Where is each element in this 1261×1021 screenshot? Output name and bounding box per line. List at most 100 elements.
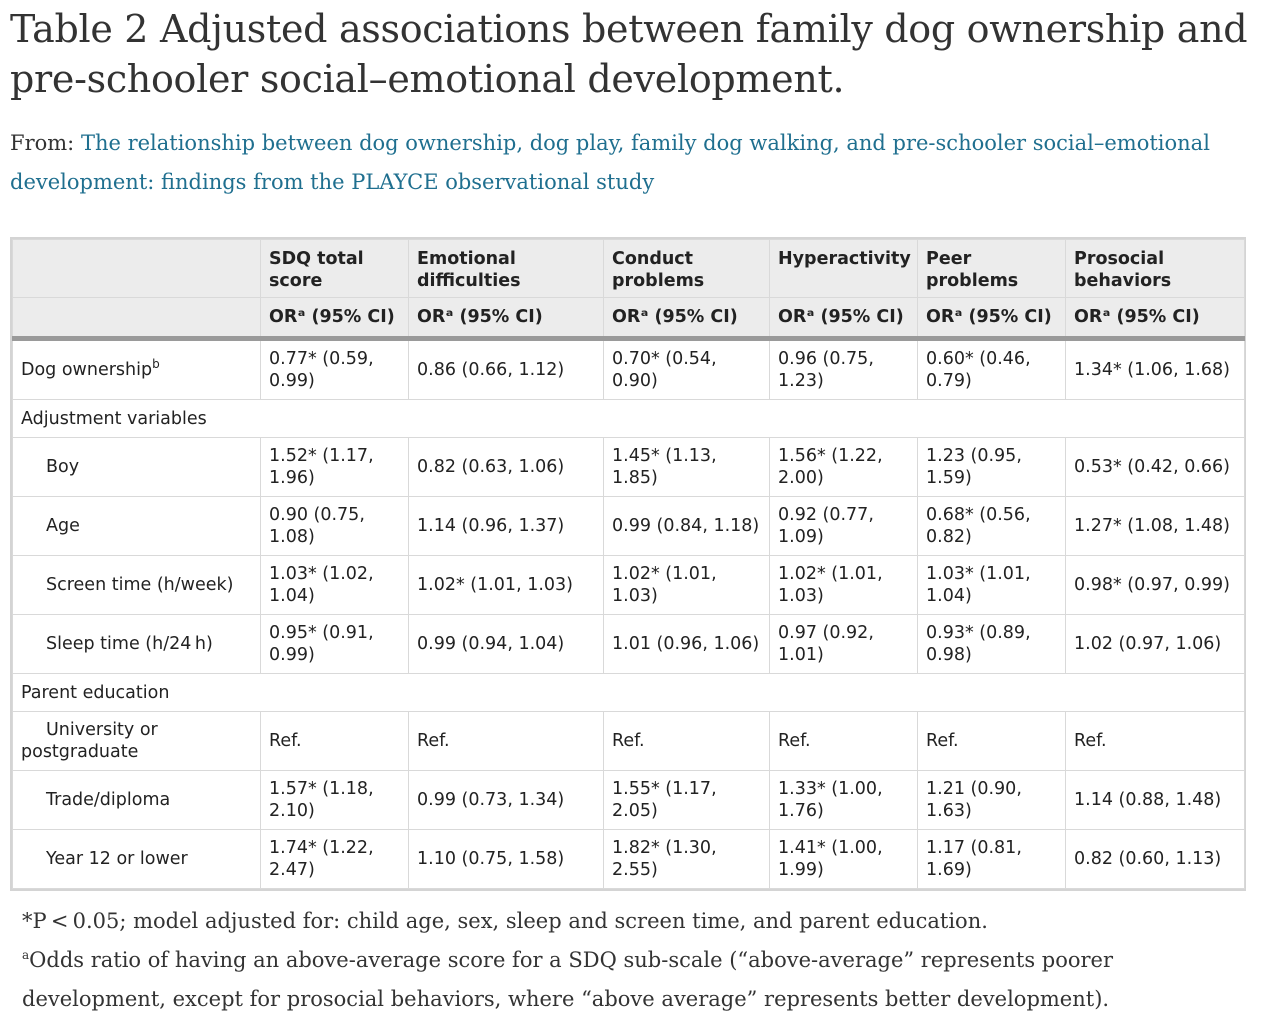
table-cell: 0.60* (0.46, 0.79) [917,338,1066,400]
table-cell: 1.57* (1.18, 2.10) [260,770,409,830]
source-reference: From: The relationship between dog owner… [10,124,1245,202]
table-cell: 0.99 (0.94, 1.04) [408,614,604,674]
table-row: Sleep time (h/24 h) 0.95* (0.91, 0.99) 0.9… [12,614,1245,674]
table-cell: 1.74* (1.22, 2.47) [260,829,409,889]
subheader-or: ORᵃ (95% CI) [603,297,770,341]
table-cell: 0.93* (0.89, 0.98) [917,614,1066,674]
subheader-or: ORᵃ (95% CI) [769,297,918,341]
row-label: Year 12 or lower [12,829,261,889]
table-cell: Ref. [1065,711,1245,771]
table-cell: 1.56* (1.22, 2.00) [769,437,918,497]
footnote-odds-ratio: aOdds ratio of having an above-average s… [22,941,1242,1019]
footnote-significance: *P < 0.05; model adjusted for: child age… [22,909,988,933]
table-cell: 0.98* (0.97, 0.99) [1065,555,1245,615]
table-row: Trade/diploma 1.57* (1.18, 2.10) 0.99 (0.7… [12,770,1245,830]
table-cell: 1.27* (1.08, 1.48) [1065,496,1245,556]
table-cell: 1.02 (0.97, 1.06) [1065,614,1245,674]
table-cell: Ref. [917,711,1066,771]
table-cell: 1.33* (1.00, 1.76) [769,770,918,830]
header-peer: Peer problems [917,239,1066,298]
row-label: Dog ownershipb [12,338,261,400]
table-cell: 0.96 (0.75, 1.23) [769,338,918,400]
table-cell: 1.03* (1.01, 1.04) [917,555,1066,615]
table-cell: 1.02* (1.01, 1.03) [408,555,604,615]
table-cell: Ref. [408,711,604,771]
table-cell: 1.10 (0.75, 1.58) [408,829,604,889]
table-cell: 1.01 (0.96, 1.06) [603,614,770,674]
header-prosocial: Prosocial behaviors [1065,239,1245,298]
table-cell: 1.55* (1.17, 2.05) [603,770,770,830]
subheader-or: ORᵃ (95% CI) [917,297,1066,341]
table-cell: 0.82 (0.63, 1.06) [408,437,604,497]
row-label-text: Dog ownership [21,360,153,380]
header-conduct: Conduct problems [603,239,770,298]
table-cell: 1.14 (0.88, 1.48) [1065,770,1245,830]
table-cell: 0.70* (0.54, 0.90) [603,338,770,400]
table-cell: 0.95* (0.91, 0.99) [260,614,409,674]
row-label-text: Screen time (h/week) [46,575,234,595]
subheader-empty [12,297,261,341]
table-cell: 1.21 (0.90, 1.63) [917,770,1066,830]
table-cell: 1.52* (1.17, 1.96) [260,437,409,497]
table-cell: 0.99 (0.84, 1.18) [603,496,770,556]
table-footnotes: *P < 0.05; model adjusted for: child age… [22,902,1242,1019]
table-cell: 1.45* (1.13, 1.85) [603,437,770,497]
subheader-or: ORᵃ (95% CI) [260,297,409,341]
results-table-container: SDQ total score Emotional difficulties C… [10,237,1246,891]
results-table: SDQ total score Emotional difficulties C… [12,239,1245,889]
table-cell: 0.97 (0.92, 1.01) [769,614,918,674]
row-label: Sleep time (h/24 h) [12,614,261,674]
table-row: University or postgraduate Ref. Ref. Ref. Re… [12,711,1245,771]
table-cell: 1.02* (1.01, 1.03) [769,555,918,615]
row-label-text: University or postgraduate [21,720,158,762]
table-cell: 0.99 (0.73, 1.34) [408,770,604,830]
table-cell: 1.34* (1.06, 1.68) [1065,338,1245,400]
footnote-marker: a [22,948,30,962]
row-label: University or postgraduate [12,711,261,771]
table-cell: Ref. [260,711,409,771]
section-row: Parent education [12,673,1245,712]
table-title: Table 2 Adjusted associations between fa… [10,7,1248,101]
from-label: From: [10,131,75,155]
table-cell: 0.77* (0.59, 0.99) [260,338,409,400]
row-label-text: Trade/diploma [46,790,171,810]
header-emotional: Emotional difficulties [408,239,604,298]
header-hyperactivity: Hyperactivity [769,239,918,298]
table-row: Boy 1.52* (1.17, 1.96) 0.82 (0.63, 1.06) 1.… [12,437,1245,497]
row-label-text: Age [46,516,80,536]
row-label-text: Year 12 or lower [46,849,188,869]
table-cell: 0.68* (0.56, 0.82) [917,496,1066,556]
table-cell: 1.82* (1.30, 2.55) [603,829,770,889]
row-label: Trade/diploma [12,770,261,830]
table-cell: 0.86 (0.66, 1.12) [408,338,604,400]
subheader-or: ORᵃ (95% CI) [408,297,604,341]
table-cell: Ref. [769,711,918,771]
header-row: SDQ total score Emotional difficulties C… [12,239,1245,298]
table-body: Dog ownershipb 0.77* (0.59, 0.99) 0.86 (0.… [12,338,1245,889]
table-cell: 1.02* (1.01, 1.03) [603,555,770,615]
table-cell: Ref. [603,711,770,771]
table-row: Dog ownershipb 0.77* (0.59, 0.99) 0.86 (0.… [12,338,1245,400]
row-label-text: Sleep time (h/24 h) [46,634,213,654]
table-row: Age 0.90 (0.75, 1.08) 1.14 (0.96, 1.37) 0.9… [12,496,1245,556]
row-label: Screen time (h/week) [12,555,261,615]
row-label: Boy [12,437,261,497]
header-empty [12,239,261,298]
section-row: Adjustment variables [12,399,1245,438]
table-cell: 0.82 (0.60, 1.13) [1065,829,1245,889]
table-cell: 1.14 (0.96, 1.37) [408,496,604,556]
table-cell: 1.03* (1.02, 1.04) [260,555,409,615]
section-label: Adjustment variables [12,399,1245,438]
footnote-text: Odds ratio of having an above-average sc… [22,948,1114,1011]
header-sdq-total: SDQ total score [260,239,409,298]
table-cell: 1.41* (1.00, 1.99) [769,829,918,889]
table-cell: 0.92 (0.77, 1.09) [769,496,918,556]
table-cell: 0.53* (0.42, 0.66) [1065,437,1245,497]
row-label-text: Boy [46,457,80,477]
subheader-row: ORᵃ (95% CI) ORᵃ (95% CI) ORᵃ (95% CI) O… [12,297,1245,341]
article-link[interactable]: The relationship between dog ownership, … [10,131,1210,194]
table-cell: 1.23 (0.95, 1.59) [917,437,1066,497]
table-cell: 0.90 (0.75, 1.08) [260,496,409,556]
table-cell: 1.17 (0.81, 1.69) [917,829,1066,889]
row-label: Age [12,496,261,556]
